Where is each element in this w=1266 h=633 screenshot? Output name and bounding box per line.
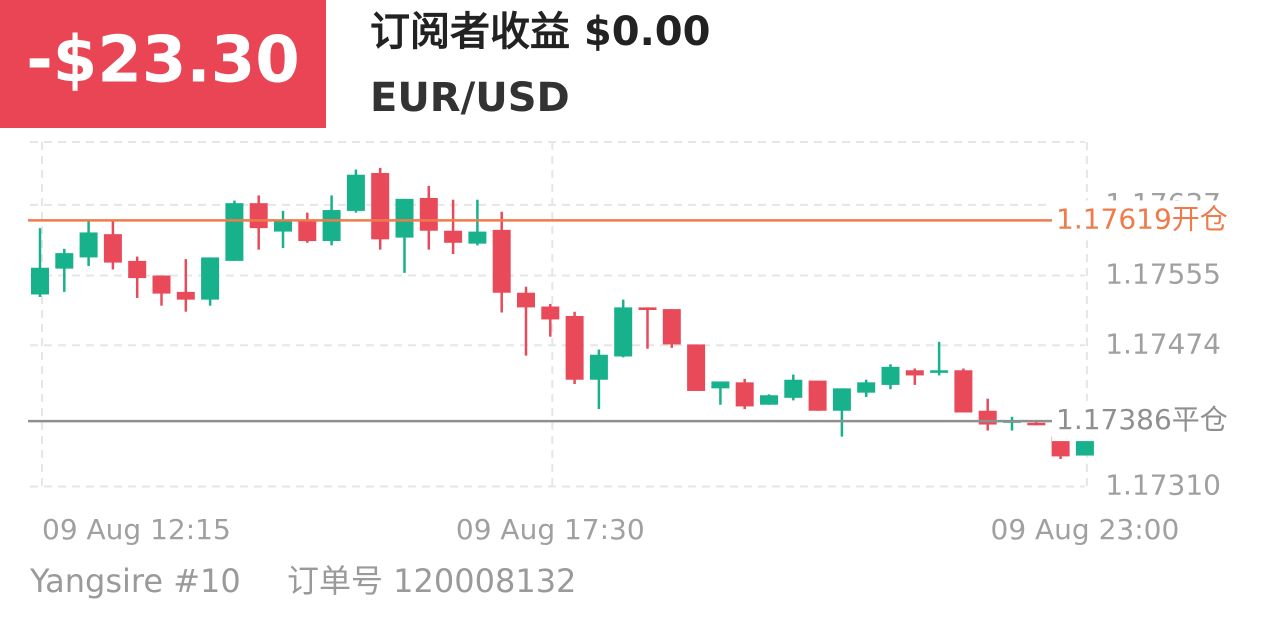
- candle-body: [687, 344, 706, 391]
- candle-body: [857, 382, 876, 393]
- candle-body: [662, 309, 681, 345]
- candle-body: [103, 234, 122, 263]
- price-label-bg: [1052, 200, 1232, 241]
- candle-body: [371, 173, 390, 240]
- candle-body: [541, 306, 560, 320]
- price-label-bg: [1052, 401, 1232, 442]
- candle-body: [444, 230, 463, 243]
- candle-body: [298, 220, 317, 242]
- candle-body: [79, 232, 98, 258]
- x-tick-label: 09 Aug 23:00: [991, 513, 1180, 546]
- candle-body: [346, 174, 365, 211]
- candle-body: [905, 370, 924, 376]
- candle-body: [881, 366, 900, 385]
- order-number: 订单号 120008132: [287, 562, 576, 600]
- candle-body: [978, 410, 997, 425]
- y-tick-label: 1.17555: [1105, 258, 1221, 291]
- candle-body: [419, 197, 438, 231]
- candle-body: [954, 370, 973, 413]
- candle-body: [274, 220, 292, 232]
- price-line-label: 1.17386平仓: [1056, 403, 1228, 436]
- candle-body: [152, 275, 171, 294]
- candle-body: [55, 253, 74, 269]
- candle-body: [128, 260, 147, 279]
- candle-body: [517, 292, 535, 308]
- candle-body: [565, 316, 584, 380]
- candle-body: [735, 382, 754, 407]
- x-tick-label: 09 Aug 17:30: [456, 513, 645, 546]
- y-tick-label: 1.17474: [1105, 327, 1221, 360]
- candle-body: [492, 229, 511, 293]
- candle-body: [832, 388, 851, 411]
- symbol: EUR/USD: [370, 75, 570, 121]
- candle-body: [808, 380, 827, 411]
- pnl: -$23.30: [26, 24, 300, 98]
- candle-body: [322, 210, 341, 242]
- candle-body: [1075, 436, 1094, 456]
- candle-body: [468, 231, 487, 244]
- candle-body: [784, 379, 803, 398]
- subtitle: 订阅者收益 $0.00: [370, 9, 710, 55]
- candle-body: [249, 203, 268, 229]
- y-tick-label: 1.17310: [1105, 469, 1221, 502]
- candle-body: [31, 267, 49, 295]
- candle-body: [225, 203, 244, 261]
- candle-body: [176, 291, 195, 300]
- candle-body: [930, 370, 949, 373]
- candle-body: [614, 307, 633, 357]
- candle-body: [1027, 422, 1046, 426]
- candle-body: [1051, 436, 1070, 457]
- candle-body: [638, 307, 657, 310]
- pnl-badge: [0, 0, 326, 128]
- candle-body: [760, 395, 778, 405]
- candle-body: [711, 381, 730, 389]
- candle-body: [201, 257, 220, 300]
- candle-body: [395, 198, 414, 238]
- candle-body: [589, 354, 608, 380]
- price-line-label: 1.17619开仓: [1056, 202, 1228, 235]
- x-tick-label: 09 Aug 12:15: [42, 513, 231, 546]
- account: Yangsire #10: [29, 562, 241, 600]
